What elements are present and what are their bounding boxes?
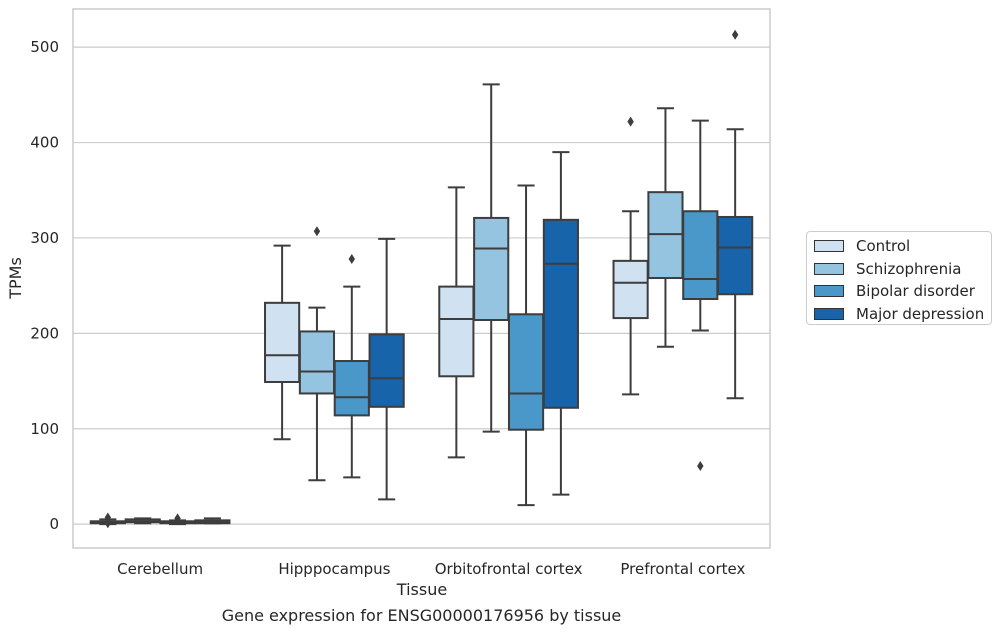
y-tick-label-500: 500 (30, 38, 59, 56)
legend-swatch-major-depression (814, 308, 844, 321)
box-major-depression-cerebellum (194, 517, 231, 525)
outlier-point-0 (627, 116, 634, 127)
iqr-box (368, 333, 405, 408)
outlier-point-0 (174, 513, 181, 524)
outlier-point-0 (104, 512, 112, 523)
x-tick-label-orbitofrontal-cortex: Orbitofrontal cortex (435, 560, 583, 578)
iqr-box (507, 313, 545, 431)
grid-lines (73, 46, 770, 525)
iqr-box (682, 210, 719, 301)
box-major-depression-hipppocampus (368, 237, 405, 501)
box-control-orbitofrontal-cortex (438, 186, 475, 459)
legend-label-control: Control (856, 237, 911, 256)
box-series (89, 29, 754, 529)
iqr-box (438, 285, 475, 378)
box-bipolar-disorder-orbitofrontal-cortex (507, 184, 545, 507)
legend-label-bipolar-disorder: Bipolar disorder (856, 282, 975, 301)
box-schizophrenia-hipppocampus (298, 226, 336, 482)
legend-item-schizophrenia: Schizophrenia (814, 258, 991, 281)
x-tick-label-hipppocampus: Hipppocampus (278, 560, 390, 578)
legend-item-major-depression: Major depression (814, 303, 991, 326)
outlier-point-0 (313, 226, 321, 237)
box-bipolar-disorder-cerebellum (159, 513, 196, 526)
legend-item-control: Control (814, 235, 991, 258)
outlier-point-0 (731, 29, 739, 40)
box-schizophrenia-prefrontal-cortex (647, 107, 684, 348)
outlier-point-0 (697, 460, 704, 471)
y-axis-ticks: 0 100 200 300 400 500 (30, 38, 59, 533)
legend-swatch-schizophrenia (814, 262, 844, 275)
legend-item-bipolar-disorder: Bipolar disorder (814, 280, 991, 303)
x-tick-label-cerebellum: Cerebellum (117, 560, 203, 578)
box-major-depression-orbitofrontal-cortex (542, 151, 579, 496)
iqr-box (333, 360, 370, 417)
legend-label-schizophrenia: Schizophrenia (856, 259, 962, 278)
y-tick-label-0: 0 (49, 515, 59, 533)
box-control-cerebellum (89, 512, 126, 529)
x-axis-ticks: Cerebellum Hipppocampus Orbitofrontal cort… (117, 560, 745, 578)
y-tick-label-300: 300 (30, 229, 59, 247)
iqr-box (612, 259, 649, 320)
y-tick-label-400: 400 (30, 134, 59, 152)
box-schizophrenia-cerebellum (124, 517, 161, 525)
box-control-hipppocampus (264, 244, 301, 441)
iqr-box (542, 218, 579, 409)
y-axis-label: TPMs (6, 257, 25, 300)
box-schizophrenia-orbitofrontal-cortex (473, 83, 510, 433)
chart-caption: Gene expression for ENSG00000176956 by t… (221, 606, 622, 625)
x-axis-label: Tissue (396, 580, 447, 599)
x-tick-label-prefrontal-cortex: Prefrontal cortex (620, 560, 745, 578)
iqr-box (298, 330, 336, 395)
iqr-box (717, 215, 754, 296)
box-bipolar-disorder-hipppocampus (333, 253, 370, 479)
outlier-point-0 (348, 253, 355, 264)
y-tick-label-100: 100 (30, 420, 59, 438)
legend-label-major-depression: Major depression (856, 305, 985, 324)
box-major-depression-prefrontal-cortex (717, 29, 754, 400)
y-tick-label-200: 200 (30, 324, 59, 342)
box-control-prefrontal-cortex (612, 116, 649, 396)
plot-frame (72, 8, 771, 549)
iqr-box (264, 301, 301, 384)
legend: Control Schizophrenia Bipolar disorder M… (806, 231, 992, 325)
box-bipolar-disorder-prefrontal-cortex (682, 119, 719, 471)
outlier-point-1 (104, 518, 112, 529)
legend-swatch-control (814, 240, 844, 253)
legend-swatch-bipolar-disorder (814, 285, 844, 298)
iqr-box (473, 216, 510, 321)
